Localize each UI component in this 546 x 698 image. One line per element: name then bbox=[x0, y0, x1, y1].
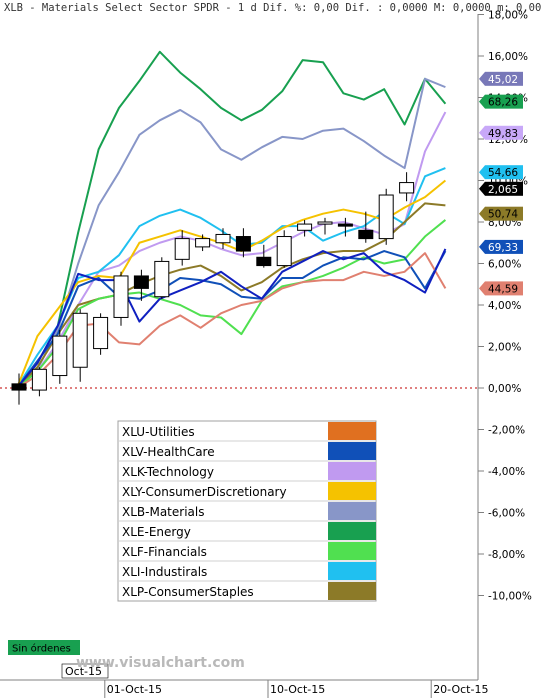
series-line-xlv bbox=[16, 250, 447, 389]
series-line-xlf bbox=[16, 219, 447, 389]
value-tag: 44,59 bbox=[488, 283, 518, 295]
series-line-xly bbox=[16, 179, 447, 389]
legend-swatch bbox=[328, 562, 376, 580]
candle-body bbox=[399, 182, 415, 194]
series-line-xli bbox=[16, 167, 446, 389]
legend-label: XLV-HealthCare bbox=[122, 445, 215, 459]
orders-badge[interactable]: Sin órdenes bbox=[12, 643, 71, 655]
value-tag-bg bbox=[485, 181, 523, 196]
value-tag-pointer bbox=[479, 94, 485, 109]
y-tick-label: -4,00% bbox=[488, 466, 525, 478]
legend-swatch bbox=[328, 542, 376, 560]
value-tag: 45,02 bbox=[488, 74, 518, 86]
x-tick-label: 01-Oct-15 bbox=[107, 683, 162, 696]
y-tick-label: 18,00% bbox=[488, 10, 528, 22]
value-tag-bg bbox=[485, 71, 523, 86]
candle-body bbox=[215, 233, 231, 244]
series-line-xlp bbox=[16, 202, 446, 389]
value-tag-bg bbox=[485, 206, 523, 221]
candle-body bbox=[358, 229, 374, 240]
value-tag: 50,74 bbox=[488, 209, 518, 221]
legend-label: XLE-Energy bbox=[122, 525, 191, 539]
series-line-xle bbox=[16, 50, 447, 389]
candle-body bbox=[174, 238, 190, 260]
legend: XLU-Utilities XLV-HealthCare XLK-Technolog… bbox=[117, 420, 377, 602]
candle-body bbox=[195, 238, 211, 248]
date-tag: Oct-15 bbox=[65, 665, 102, 678]
y-tick-label: 16,00% bbox=[488, 51, 528, 63]
candle-body bbox=[72, 312, 88, 368]
value-tag-bg bbox=[485, 165, 523, 180]
legend-swatch bbox=[328, 422, 376, 440]
candle-body bbox=[31, 368, 47, 391]
value-tag-pointer bbox=[479, 125, 485, 140]
value-tag-pointer bbox=[479, 71, 485, 86]
candle-body bbox=[256, 256, 272, 267]
value-tag-pointer bbox=[479, 239, 485, 254]
value-tag-pointer bbox=[479, 281, 485, 296]
legend-label: XLF-Financials bbox=[122, 545, 207, 559]
candle-body bbox=[317, 221, 333, 225]
candle-body bbox=[52, 335, 68, 377]
candlesticks bbox=[11, 172, 415, 405]
series-line-salmon bbox=[16, 252, 447, 389]
candle-body bbox=[297, 223, 313, 231]
orders-badge-bg bbox=[8, 640, 80, 655]
legend-swatch bbox=[328, 482, 376, 500]
legend-label: XLK-Technology bbox=[122, 465, 214, 479]
legend-label: XLP-ConsumerStaples bbox=[122, 585, 254, 599]
y-tick-label: -8,00% bbox=[488, 549, 525, 561]
x-axis: 01-Oct-15 10-Oct-15 20-Oct-15 bbox=[104, 680, 488, 698]
watermark: www.visualchart.com bbox=[76, 655, 245, 671]
value-tag: 2,065 bbox=[488, 184, 518, 196]
candle-body bbox=[154, 260, 170, 298]
y-tick-label: 2,00% bbox=[488, 342, 521, 354]
value-tag-bg bbox=[485, 281, 523, 296]
y-tick-label: 6,00% bbox=[488, 259, 521, 271]
y-tick-label: 0,00% bbox=[488, 383, 521, 395]
legend-swatch bbox=[328, 442, 376, 460]
candle-body bbox=[133, 275, 149, 289]
value-tag: 49,83 bbox=[488, 128, 518, 140]
legend-label: XLB-Materials bbox=[122, 505, 204, 519]
legend-swatch bbox=[328, 462, 376, 480]
x-tick-label: 10-Oct-15 bbox=[270, 683, 325, 696]
legend-swatch bbox=[328, 502, 376, 520]
value-tag-bg bbox=[485, 94, 523, 109]
value-tag-bg bbox=[485, 239, 523, 254]
series-line-navy bbox=[16, 248, 447, 389]
series-line-xlb bbox=[16, 77, 446, 389]
candle-body bbox=[337, 223, 353, 227]
candle-body bbox=[276, 236, 292, 267]
candle-body bbox=[378, 194, 394, 240]
value-tag: 68,26 bbox=[488, 97, 518, 109]
legend-swatch bbox=[328, 522, 376, 540]
y-tick-label: 4,00% bbox=[488, 300, 521, 312]
y-tick-label: -6,00% bbox=[488, 508, 525, 520]
y-tick-label: -10,00% bbox=[488, 591, 532, 603]
candle-body bbox=[113, 275, 129, 318]
chart-header: XLB - Materials Select Sector SPDR - 1 d… bbox=[4, 2, 541, 14]
value-tag-pointer bbox=[479, 165, 485, 180]
date-tag-bg bbox=[61, 663, 109, 679]
candle-body bbox=[93, 316, 109, 350]
value-tag: 54,66 bbox=[488, 167, 518, 179]
value-tag-pointer bbox=[479, 181, 485, 196]
candle-body bbox=[11, 383, 27, 391]
x-tick-label: 20-Oct-15 bbox=[433, 683, 488, 696]
value-tag: 69,33 bbox=[488, 242, 518, 254]
value-tag-pointer bbox=[479, 206, 485, 221]
value-tags: 45,02 68,26 49,83 54,66 2,065 50,74 69,33 44,59 bbox=[479, 71, 523, 296]
legend-label: XLY-ConsumerDiscretionary bbox=[122, 485, 287, 499]
series-line-xlk bbox=[16, 111, 447, 389]
series-lines bbox=[16, 50, 447, 389]
legend-swatch bbox=[328, 582, 376, 600]
value-tag-bg bbox=[485, 125, 523, 140]
legend-label: XLU-Utilities bbox=[122, 425, 195, 439]
legend-label: XLI-Industirals bbox=[122, 565, 207, 579]
candle-body bbox=[235, 236, 251, 252]
y-tick-label: -2,00% bbox=[488, 425, 525, 437]
